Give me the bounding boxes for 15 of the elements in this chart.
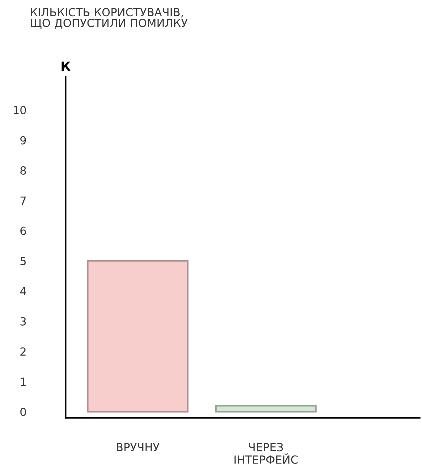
y-tick-label: 6 [20, 226, 26, 236]
y-tick-label: 5 [20, 257, 26, 266]
y-tick-label: 8 [20, 166, 26, 175]
y-tick-label: 2 [20, 348, 26, 356]
y-tick-label: 10 [14, 106, 26, 115]
y-tick-label: 3 [20, 317, 26, 326]
y-tick-label: 7 [20, 196, 26, 205]
x-tick-label: ВРУЧНУ [117, 443, 160, 452]
x-tick-label: ЧЕРЕЗ ІНТЕРФЕЙС [234, 443, 298, 464]
y-tick-label: 1 [21, 378, 26, 386]
chart-title: КІЛЬКІСТЬ КОРИСТУВАЧІВ, ЩО ДОПУСТИЛИ ПОМИЛКУ [31, 8, 188, 29]
y-tick-label: 0 [20, 408, 26, 416]
y-tick-label: 9 [20, 136, 26, 145]
y-tick-label: 4 [20, 287, 26, 296]
y-axis-title: К [62, 62, 71, 71]
